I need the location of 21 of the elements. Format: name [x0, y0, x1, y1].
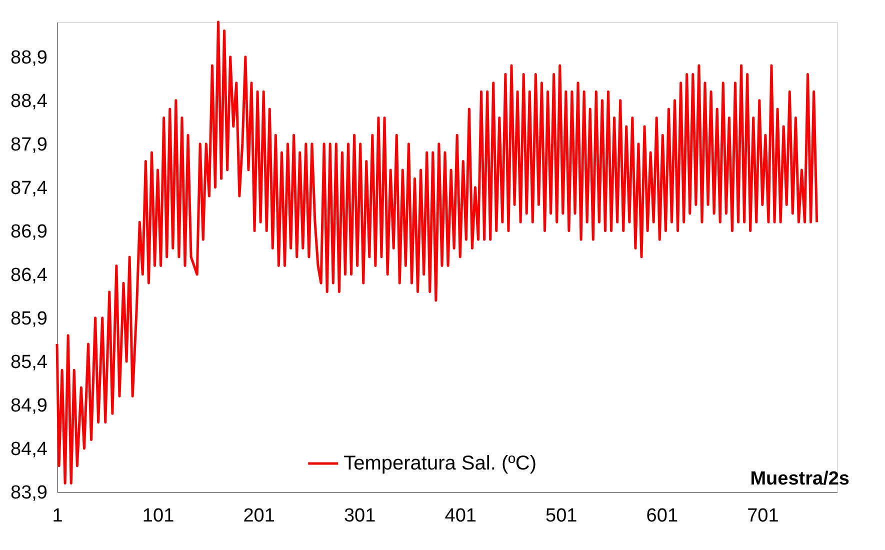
y-tick-label: 83,9 — [10, 482, 48, 504]
y-tick-label: 86,9 — [10, 221, 48, 242]
y-tick-label: 87,4 — [10, 178, 48, 199]
x-tick-label: 1 — [52, 506, 63, 526]
y-tick-label: 88,9 — [10, 47, 48, 68]
x-tick-label: 301 — [344, 506, 376, 526]
y-tick-label: 87,9 — [10, 134, 48, 156]
y-tick-label: 88,4 — [10, 90, 48, 112]
y-tick-label: 85,9 — [10, 308, 48, 330]
x-tick-label: 101 — [142, 506, 174, 526]
y-tick-label: 84,4 — [10, 438, 48, 460]
x-tick-label: 601 — [646, 506, 678, 526]
y-tick-label: 84,9 — [10, 395, 48, 416]
x-tick-label: 501 — [546, 506, 578, 526]
y-tick-label: 85,4 — [10, 352, 48, 373]
x-axis-title: Muestra/2s — [750, 468, 850, 490]
x-tick-label: 201 — [243, 506, 275, 526]
y-tick-label: 86,4 — [10, 264, 48, 286]
legend-label: Temperatura Sal. (ºC) — [344, 452, 537, 474]
x-tick-label: 401 — [444, 506, 476, 526]
x-tick-label: 701 — [747, 506, 779, 526]
